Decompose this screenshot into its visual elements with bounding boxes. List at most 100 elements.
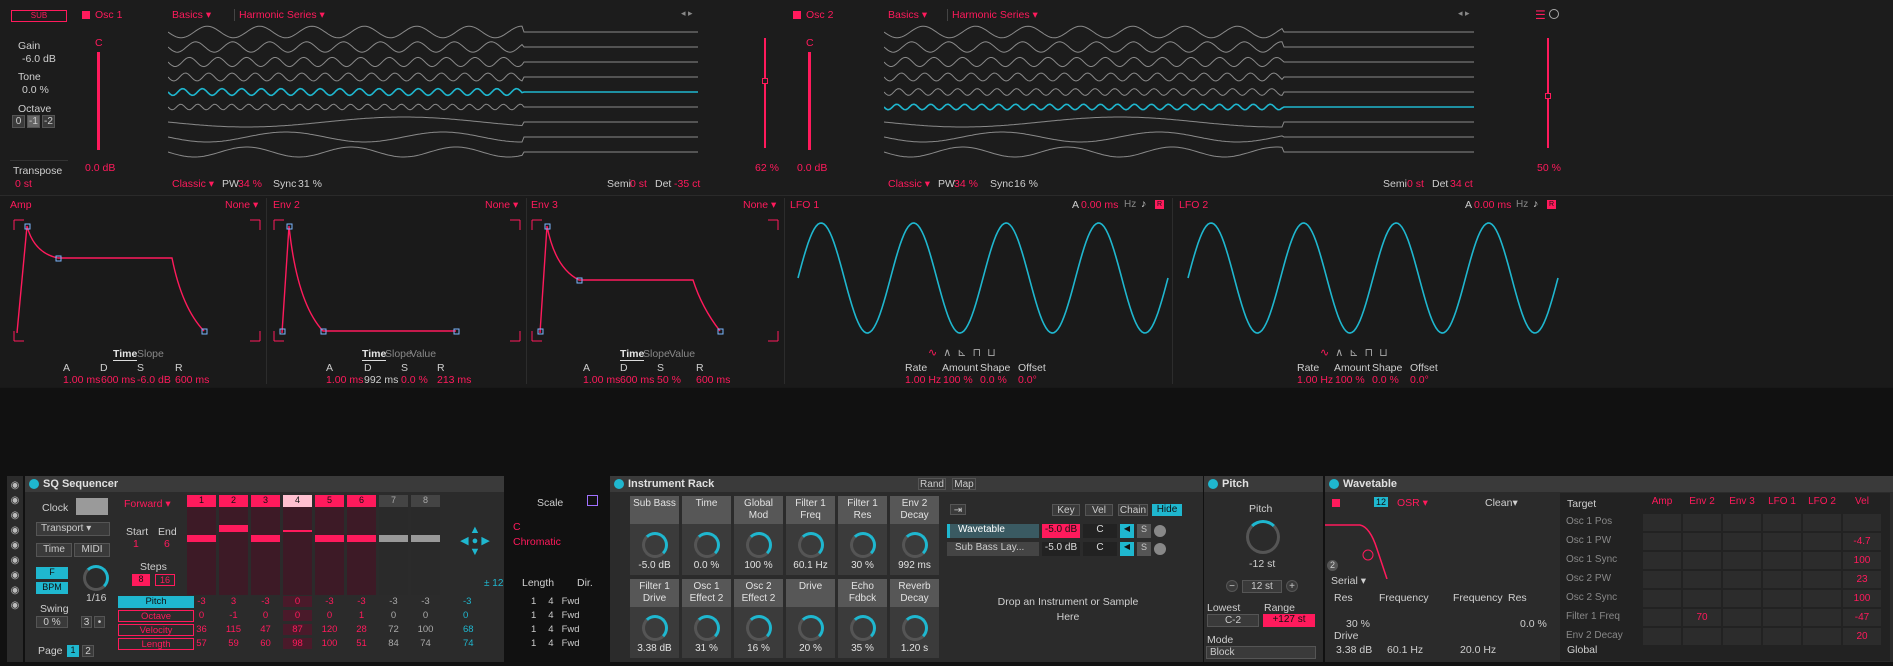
tone-value[interactable]: 0.0 % (22, 84, 49, 96)
amp-d[interactable]: 600 ms (101, 374, 136, 386)
macro-knob[interactable] (849, 532, 876, 558)
lfo1-note-icon[interactable]: ♪ (1141, 198, 1147, 210)
sq-cell[interactable]: 0 (283, 596, 312, 607)
macro-12[interactable]: Reverb Decay 1.20 s (890, 579, 939, 658)
wt-osr[interactable]: OSR ▾ (1397, 497, 1428, 509)
osc2-semi[interactable]: 0 st (1407, 178, 1424, 190)
wt-serial[interactable]: Serial ▾ (1331, 575, 1367, 587)
matrix-cell[interactable] (1683, 628, 1721, 645)
sq-row-pitch[interactable]: Pitch (118, 596, 194, 608)
sq-page-2[interactable]: 2 (82, 645, 94, 657)
matrix-cell[interactable] (1763, 552, 1801, 569)
matrix-cell[interactable]: 23 (1843, 571, 1881, 588)
macro-9[interactable]: Osc 2 Effect 2 16 % (734, 579, 783, 658)
matrix-row[interactable]: Osc 2 Sync 100 (1563, 589, 1888, 608)
sq-power-icon[interactable] (29, 479, 39, 489)
lfo2-retrig-icon[interactable]: R (1547, 200, 1556, 209)
osc2-sync[interactable]: 16 % (1014, 178, 1038, 190)
amp-s[interactable]: -6.0 dB (137, 374, 171, 386)
sq-row-len[interactable]: 1 4 Fwd (531, 596, 580, 607)
sq-cell[interactable]: 0 (390, 610, 397, 621)
amp-slope-tab[interactable]: Slope (137, 348, 164, 360)
rack-chain-arrow[interactable]: ⇥ (950, 504, 966, 516)
macro-knob[interactable] (693, 532, 720, 558)
wt-twelve[interactable]: 12 (1374, 497, 1389, 507)
sq-scale-icon[interactable] (587, 495, 598, 506)
sidebar-icons[interactable]: ◉ ◉ ◉ ◉ ◉ ◉ ◉ ◉ ◉ (10, 480, 20, 611)
env3-value-tab[interactable]: Value (669, 348, 696, 360)
pitch-step[interactable]: 12 st (1242, 580, 1282, 593)
matrix-cell[interactable] (1763, 514, 1801, 531)
sq-midi-tab[interactable]: MIDI (74, 543, 110, 557)
sq-start[interactable]: 1 (133, 538, 139, 550)
macro-knob[interactable] (641, 532, 668, 558)
sq-step-8[interactable]: 8 (411, 495, 440, 595)
matrix-cell[interactable] (1803, 628, 1841, 645)
macro-1[interactable]: Sub Bass -5.0 dB (630, 496, 679, 575)
osc1-pos-slider[interactable] (764, 38, 766, 148)
matrix-cell[interactable] (1723, 590, 1761, 607)
lfo1-shape[interactable]: 0.0 % (980, 374, 1007, 386)
macro-knob[interactable] (901, 615, 928, 641)
osc2-category[interactable]: Basics ▾ (888, 9, 928, 21)
macro-8[interactable]: Osc 1 Effect 2 31 % (682, 579, 731, 658)
matrix-cell[interactable] (1803, 571, 1841, 588)
matrix-cell[interactable] (1803, 590, 1841, 607)
matrix-cell[interactable]: -4.7 (1843, 533, 1881, 550)
octave-minus2[interactable]: -2 (42, 115, 55, 128)
chain-row[interactable]: Wavetable -5.0 dB C ◀ S (947, 524, 1187, 538)
sq-f-button[interactable]: F (36, 567, 68, 579)
osc1-level-slider[interactable] (97, 52, 100, 150)
chain-row[interactable]: Sub Bass Lay... -5.0 dB C ◀ S (947, 542, 1187, 556)
transpose-value[interactable]: 0 st (15, 178, 32, 190)
wt-f2[interactable]: 20.0 Hz (1460, 644, 1497, 656)
amp-a[interactable]: 1.00 ms (63, 374, 101, 386)
sq-cell[interactable]: 47 (260, 624, 271, 635)
sq-cell[interactable]: 0 (422, 610, 429, 621)
matrix-cell[interactable] (1763, 628, 1801, 645)
sq-swing-3[interactable]: 3 (81, 616, 92, 628)
macro-knob[interactable] (849, 615, 876, 641)
wt-power-icon[interactable] (1329, 479, 1339, 489)
wt-filter-toggle[interactable] (1332, 499, 1340, 507)
sq-row-velocity[interactable]: Velocity (118, 624, 194, 636)
matrix-cell[interactable] (1643, 590, 1681, 607)
macro-7[interactable]: Filter 1 Drive 3.38 dB (630, 579, 679, 658)
matrix-row[interactable]: Osc 1 Pos (1563, 513, 1888, 532)
sq-bpm-button[interactable]: BPM (36, 582, 68, 594)
sq-cell[interactable]: 0 (262, 610, 269, 621)
lfo2-shape-icons[interactable]: ∿∧⊾⊓⊔ (1320, 347, 1394, 359)
pitch-minus[interactable]: − (1226, 580, 1238, 592)
matrix-cell[interactable] (1643, 533, 1681, 550)
matrix-row[interactable]: Filter 1 Freq 70 -47 (1563, 608, 1888, 627)
macro-10[interactable]: Drive 20 % (786, 579, 835, 658)
env3-d[interactable]: 600 ms (620, 374, 655, 386)
osc2-pos-handle[interactable] (1545, 93, 1551, 99)
macro-5[interactable]: Filter 1 Res 30 % (838, 496, 887, 575)
sq-cell[interactable]: 1 (358, 610, 365, 621)
gain-value[interactable]: -6.0 dB (22, 53, 56, 65)
matrix-row[interactable]: Osc 1 Sync 100 (1563, 551, 1888, 570)
env3-time-tab[interactable]: Time (620, 348, 645, 361)
osc1-mode[interactable]: Classic ▾ (172, 178, 215, 190)
lfo1-shape-icons[interactable]: ∿∧⊾⊓⊔ (928, 347, 1002, 359)
wt-drive[interactable]: 3.38 dB (1336, 644, 1373, 656)
sq-cell[interactable]: 98 (283, 638, 312, 649)
matrix-cell[interactable] (1723, 552, 1761, 569)
matrix-cell[interactable]: 70 (1683, 609, 1721, 626)
pitch-plus[interactable]: + (1286, 580, 1298, 592)
sq-cell[interactable]: 74 (420, 638, 431, 649)
sq-cell[interactable]: 51 (356, 638, 367, 649)
rack-key-button[interactable]: Key (1052, 504, 1080, 516)
env3-slope-tab[interactable]: Slope (643, 348, 670, 360)
sq-time-tab[interactable]: Time (36, 543, 72, 557)
sq-scale-root[interactable]: C (513, 521, 521, 533)
osc2-pw[interactable]: 34 % (954, 178, 978, 190)
macro-6[interactable]: Env 2 Decay 992 ms (890, 496, 939, 575)
sq-cell[interactable]: 100 (321, 638, 338, 649)
sq-cell[interactable]: 57 (196, 638, 207, 649)
lfo2-rate[interactable]: 1.00 Hz (1297, 374, 1334, 386)
macro-3[interactable]: Global Mod 100 % (734, 496, 783, 575)
matrix-cell[interactable] (1763, 609, 1801, 626)
sq-step-3[interactable]: 3 (251, 495, 280, 595)
